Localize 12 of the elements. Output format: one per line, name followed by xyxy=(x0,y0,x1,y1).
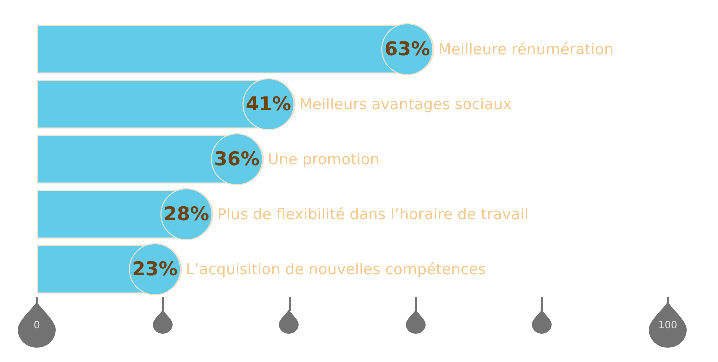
data-label: 23% xyxy=(132,258,178,280)
x-tick-label: 100 xyxy=(658,320,678,332)
y-tick-label: Une promotion xyxy=(268,150,380,168)
y-tick-label: Meilleurs avantages sociaux xyxy=(300,96,512,114)
data-label: 36% xyxy=(214,148,260,170)
y-tick-label: Meilleure rénumération xyxy=(438,40,614,58)
y-tick-label: L’acquisition de nouvelles compétences xyxy=(186,260,486,278)
data-label: 63% xyxy=(384,38,430,60)
y-tick-label: Plus de flexibilité dans l’horaire de travail xyxy=(218,206,529,224)
data-label: 41% xyxy=(246,94,292,116)
data-label: 28% xyxy=(164,204,210,226)
x-tick-label: 0 xyxy=(34,320,40,332)
